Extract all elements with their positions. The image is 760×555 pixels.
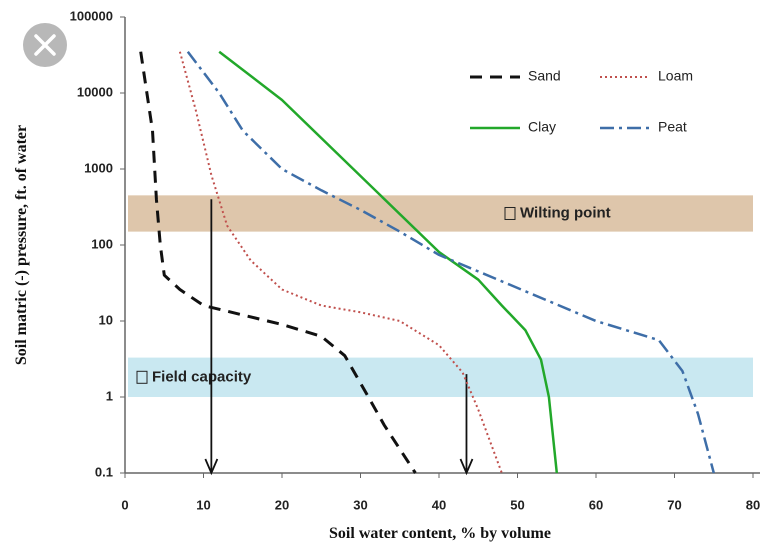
band-label: Field capacity [152, 368, 252, 385]
x-tick-label: 70 [667, 497, 681, 512]
x-tick-label: 30 [353, 497, 367, 512]
y-tick-label: 10000 [77, 84, 113, 99]
arrow-head [204, 458, 219, 476]
band [128, 357, 753, 397]
x-tick-label: 60 [589, 497, 603, 512]
legend-label: Clay [528, 119, 556, 135]
legend: Sand Loam Clay Peat [470, 68, 693, 135]
band-label-box [136, 370, 148, 384]
y-tick-label: 100 [91, 236, 113, 251]
x-axis-title: Soil water content, % by volume [329, 525, 551, 542]
close-button[interactable] [23, 23, 67, 67]
band-label-box [504, 206, 516, 220]
x-tick-label: 50 [510, 497, 524, 512]
x-tick-label: 10 [196, 497, 210, 512]
arrow-head [459, 458, 474, 476]
y-tick-label: 100000 [70, 8, 113, 23]
legend-label: Loam [658, 68, 693, 84]
y-tick-label: 1000 [84, 160, 113, 175]
band [128, 195, 753, 232]
x-tick-label: 0 [121, 497, 128, 512]
legend-label: Peat [658, 119, 687, 135]
series-line [139, 51, 417, 474]
x-tick-label: 80 [746, 497, 760, 512]
lines [139, 50, 716, 476]
series-line [218, 50, 559, 474]
band-label: Wilting point [520, 204, 611, 221]
y-tick-label: 0.1 [95, 464, 113, 479]
close-icon[interactable] [34, 34, 56, 56]
axes: 0.1 1 10 100 1000 10000 100000 0 10 20 30 40 50 60 70 8… [70, 8, 760, 512]
y-tick-label: 1 [106, 388, 113, 403]
legend-label: Sand [528, 68, 561, 84]
y-tick-label: 10 [99, 312, 113, 327]
bands: Wilting point Field capacity [128, 195, 753, 397]
x-tick-label: 40 [432, 497, 446, 512]
series-line [186, 50, 716, 474]
y-axis-title: Soil matric (-) pressure, ft. of water [13, 125, 30, 365]
x-tick-label: 20 [275, 497, 289, 512]
